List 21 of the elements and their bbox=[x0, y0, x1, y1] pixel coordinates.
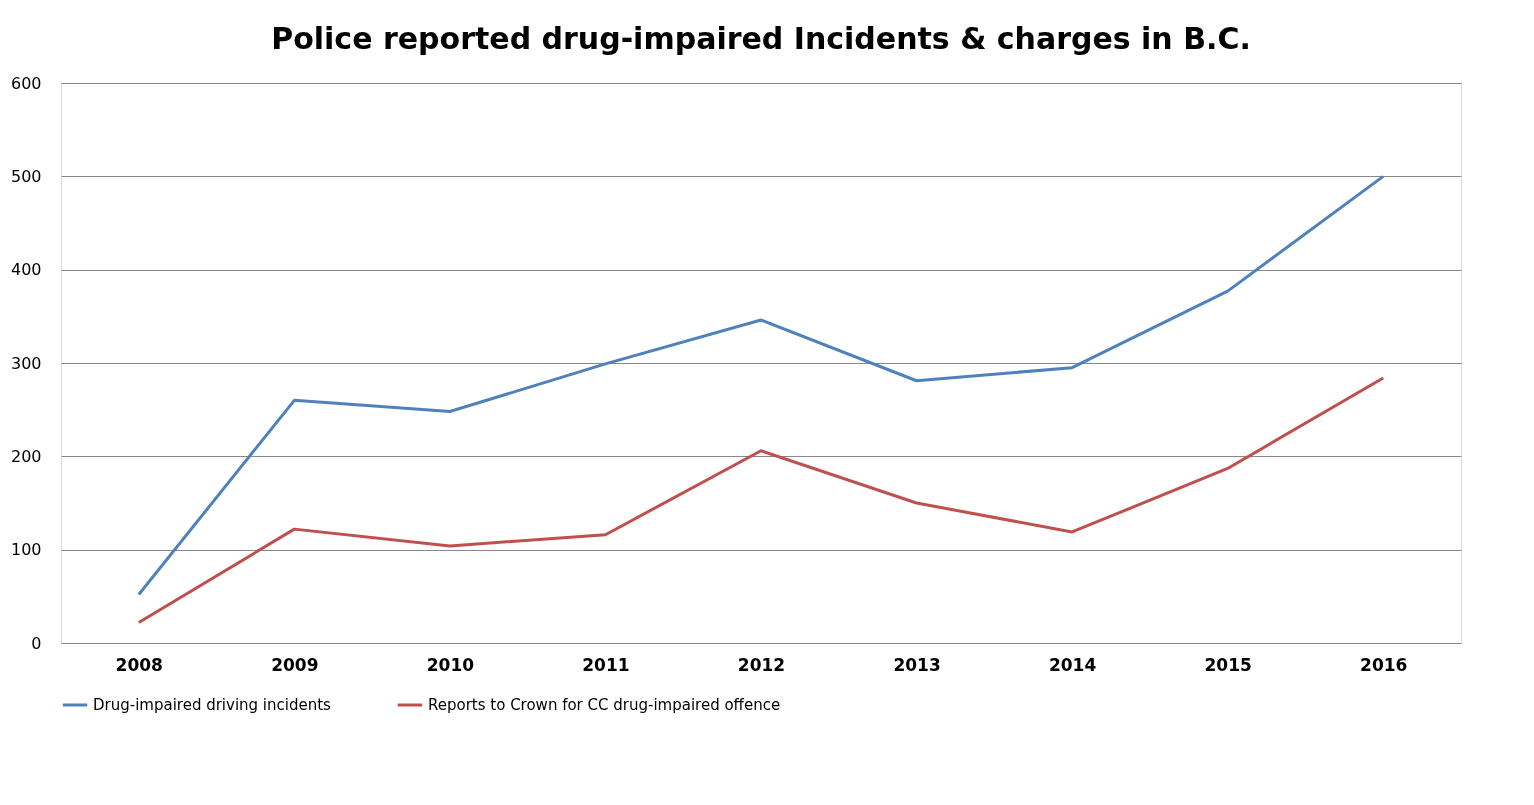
y-tick-label: 500 bbox=[10, 166, 42, 186]
legend-label: Reports to Crown for CC drug-impaired offence bbox=[428, 696, 781, 714]
x-tick-label: 2011 bbox=[582, 654, 630, 675]
y-tick-label: 300 bbox=[10, 353, 42, 373]
x-tick-label: 2012 bbox=[737, 654, 786, 675]
x-tick-label: 2016 bbox=[1360, 654, 1408, 675]
y-tick-label: 200 bbox=[10, 446, 42, 466]
y-tick-label: 0 bbox=[31, 633, 42, 653]
x-tick-label: 2009 bbox=[271, 654, 319, 675]
y-tick-label: 600 bbox=[10, 73, 42, 93]
legend-label: Drug-impaired driving incidents bbox=[93, 696, 332, 714]
y-tick-label: 400 bbox=[10, 260, 42, 280]
line-series bbox=[137, 174, 1385, 596]
chart-title: Police reported drug-impaired Incidents & charges in B.C. bbox=[271, 21, 1251, 56]
x-tick-label: 2013 bbox=[893, 654, 941, 675]
y-tick-label: 100 bbox=[10, 540, 42, 560]
x-tick-label: 2015 bbox=[1204, 654, 1252, 675]
x-tick-label: 2014 bbox=[1048, 654, 1097, 675]
line-series bbox=[137, 376, 1385, 624]
x-tick-label: 2010 bbox=[426, 654, 475, 675]
x-tick-label: 2008 bbox=[115, 654, 163, 675]
